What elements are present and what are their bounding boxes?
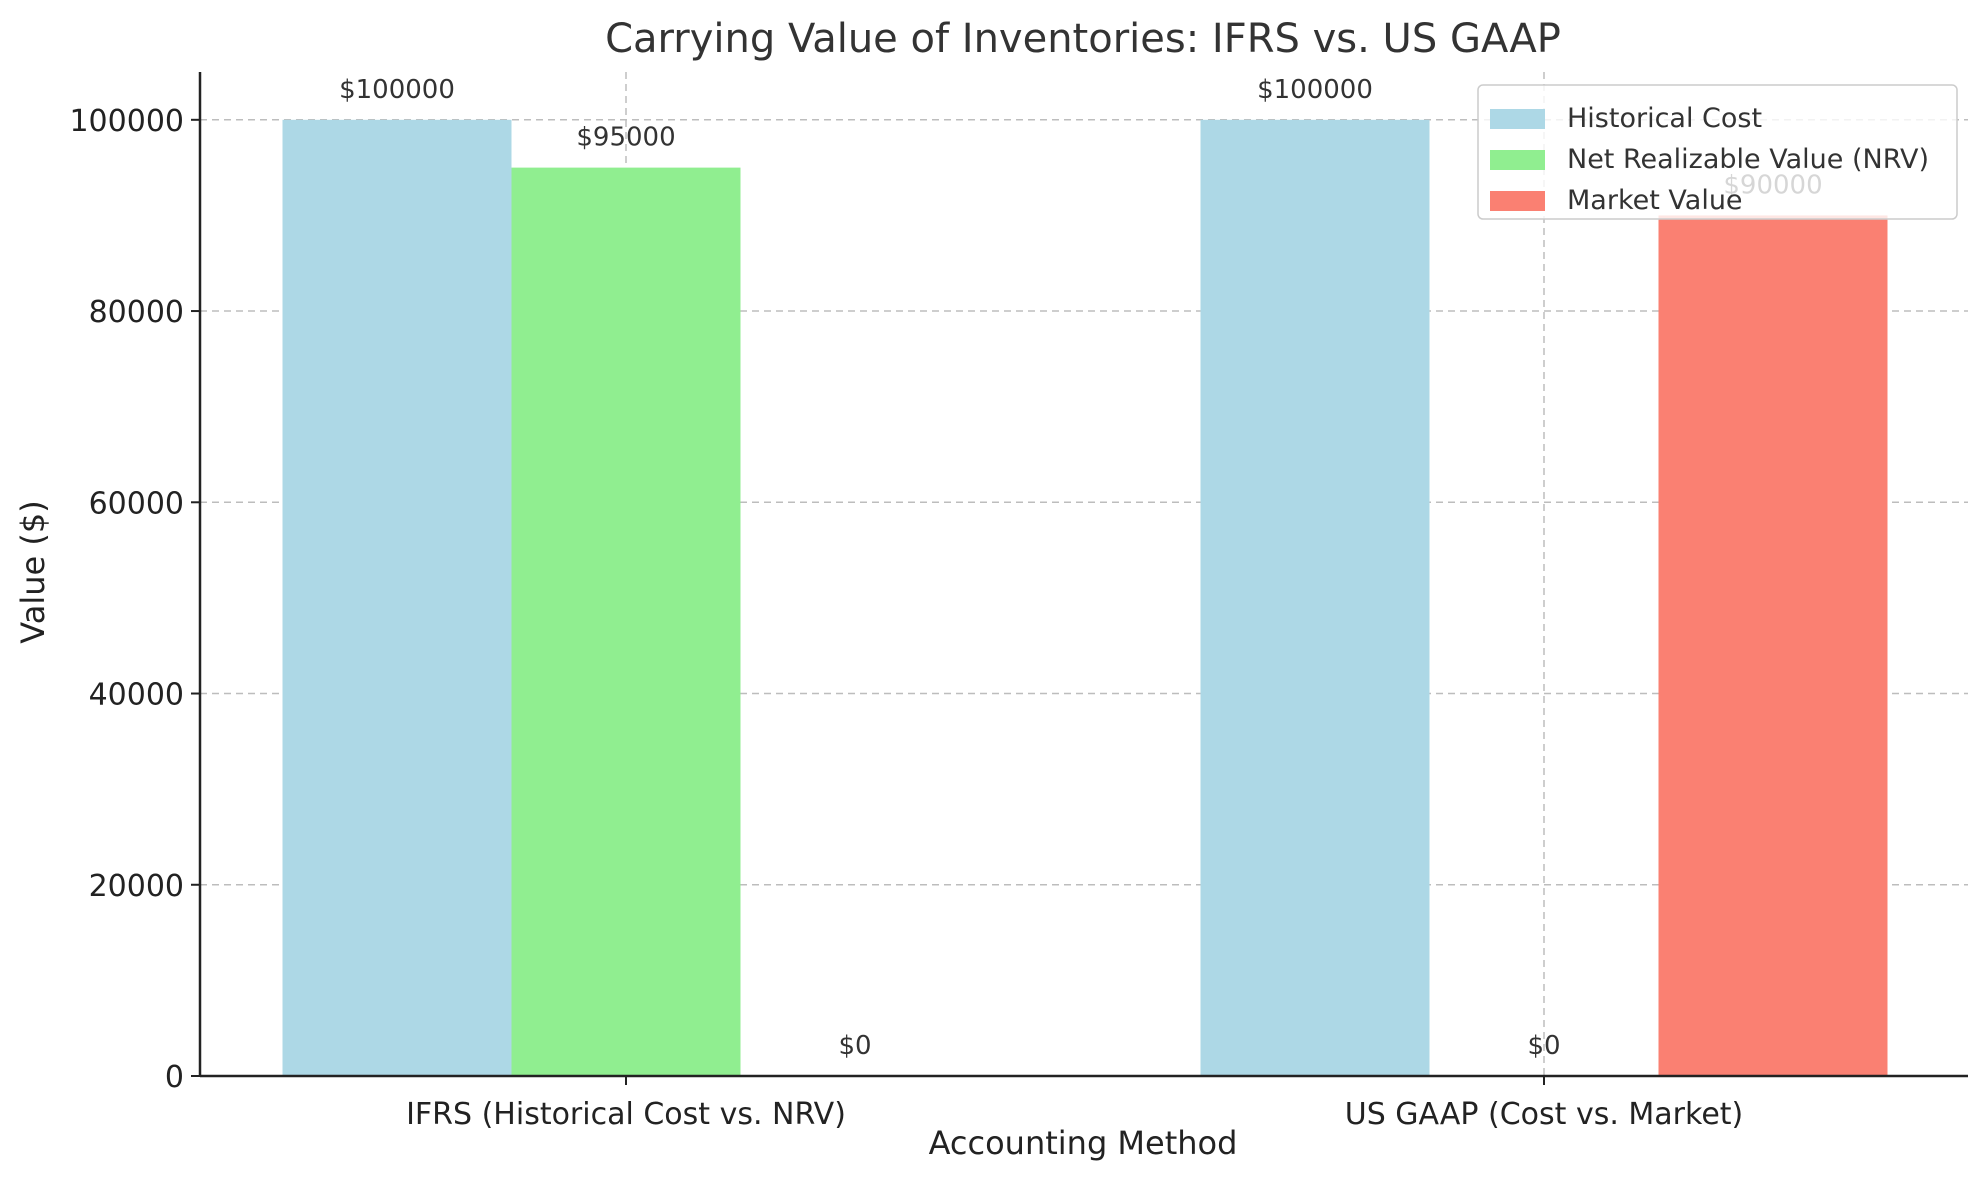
ticks: 0 20000 40000 60000 80000 100000 IFRS (Histori… [69, 104, 1743, 1132]
y-tick-label: 0 [165, 1060, 184, 1095]
y-tick-label: 80000 [89, 295, 184, 330]
bar [282, 119, 512, 1077]
legend-swatch [1490, 191, 1545, 211]
bar [511, 167, 741, 1077]
data-label: $0 [1527, 1031, 1560, 1061]
data-label: $100000 [339, 75, 455, 105]
legend-label: Market Value [1567, 185, 1743, 216]
x-axis-title: Accounting Method [929, 1124, 1238, 1162]
chart-title: Carrying Value of Inventories: IFRS vs. … [605, 16, 1561, 62]
y-axis-title: Value ($) [14, 500, 52, 643]
legend-label: Historical Cost [1567, 103, 1762, 134]
bar [1200, 119, 1430, 1077]
axes [198, 72, 1968, 1078]
y-tick-label: 100000 [69, 104, 184, 139]
bars [282, 119, 1888, 1077]
y-tick-label: 20000 [89, 869, 184, 904]
data-label: $100000 [1257, 75, 1373, 105]
y-tick-label: 40000 [89, 678, 184, 713]
data-label: $0 [838, 1031, 871, 1061]
legend-swatch [1490, 150, 1545, 170]
legend: Historical Cost Net Realizable Value (NRV… [1477, 84, 1958, 220]
legend-swatch [1490, 109, 1545, 129]
y-tick-label: 60000 [89, 486, 184, 521]
bar [1658, 215, 1888, 1076]
legend-label: Net Realizable Value (NRV) [1567, 144, 1929, 175]
legend-box [1477, 84, 1958, 220]
x-tick-label: US GAAP (Cost vs. Market) [1345, 1097, 1744, 1132]
x-tick-label: IFRS (Historical Cost vs. NRV) [406, 1097, 846, 1132]
data-label: $95000 [576, 123, 675, 153]
